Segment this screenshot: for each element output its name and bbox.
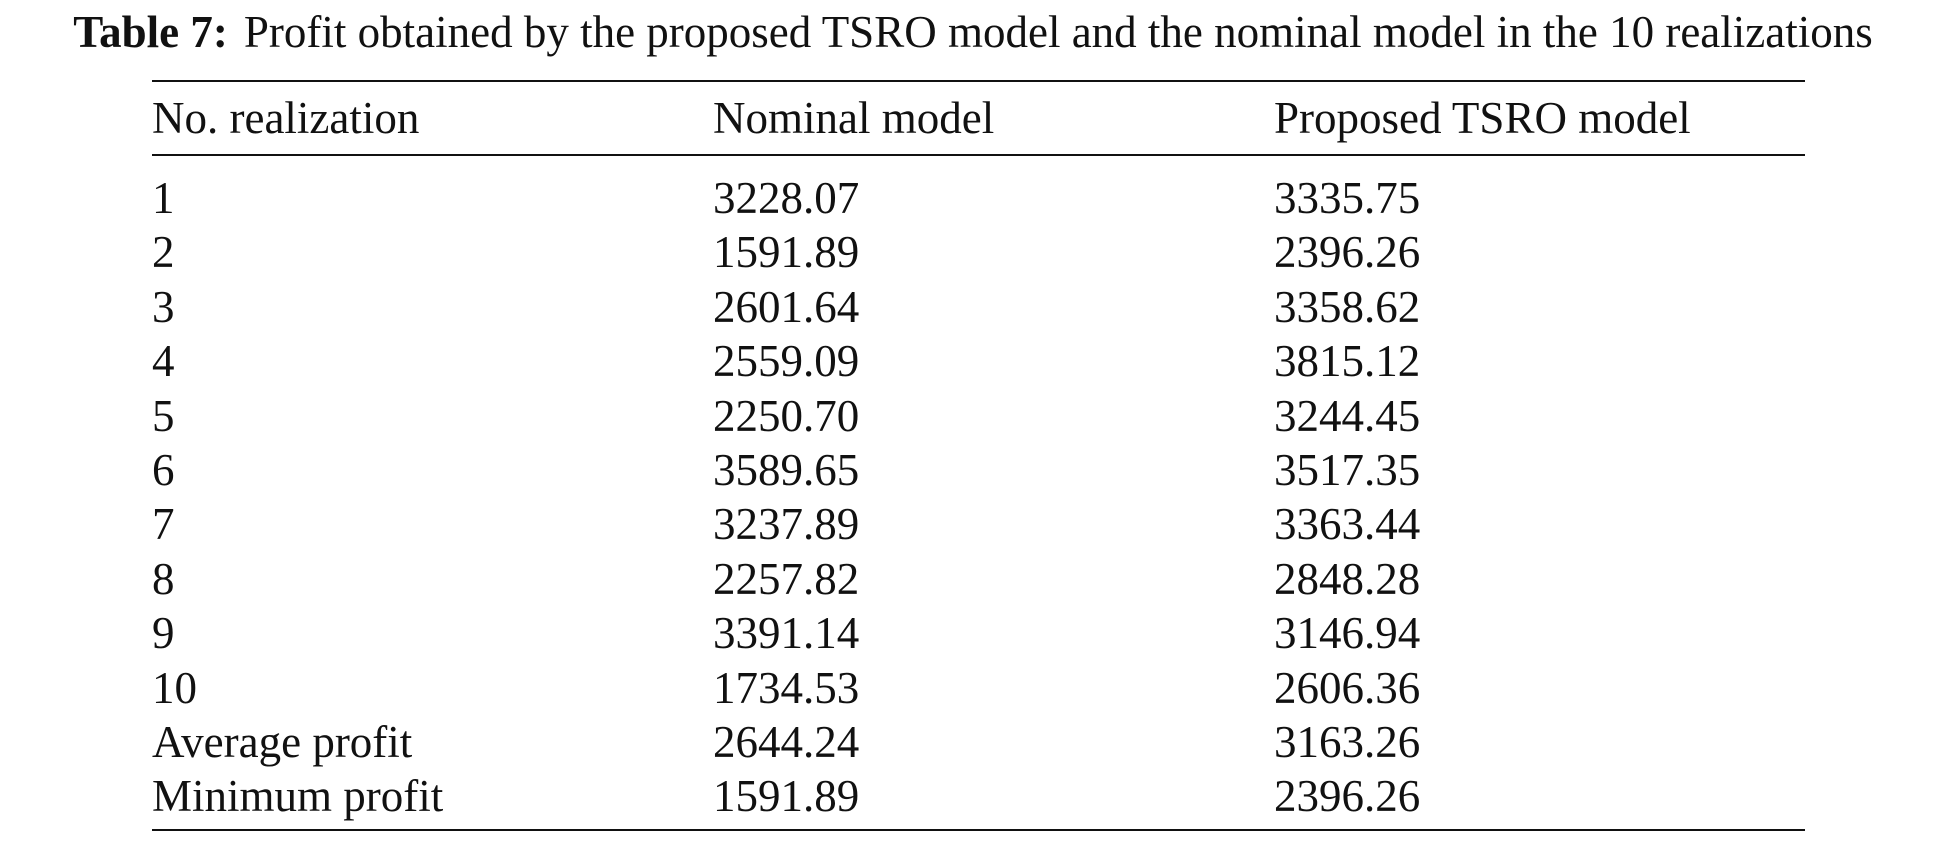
tsro-cell: 3517.35 [1274,444,1421,495]
column-header-realization: No. realization [152,93,420,143]
realization-cell: 7 [152,499,175,550]
nominal-cell: 1734.53 [713,662,860,713]
realization-cell: 3 [152,281,175,332]
header-rule [152,154,1805,156]
nominal-cell: 2559.09 [713,336,860,387]
tsro-cell: 3815.12 [1274,336,1421,387]
nominal-cell: 3391.14 [713,608,860,659]
nominal-cell: 2601.64 [713,281,860,332]
table-row-minimum: Minimum profit 1591.89 2396.26 [152,769,1805,823]
tsro-cell: 2606.36 [1274,662,1421,713]
table-row: 9 3391.14 3146.94 [152,606,1805,660]
realization-cell: 6 [152,444,175,495]
table-row: 2 1591.89 2396.26 [152,225,1805,279]
header-row: No. realization Nominal model Proposed T… [152,82,1805,154]
table-row: 6 3589.65 3517.35 [152,443,1805,497]
realization-cell: 10 [152,662,197,713]
table-row-average: Average profit 2644.24 3163.26 [152,715,1805,769]
column-header-nominal: Nominal model [713,93,995,143]
realization-cell: 9 [152,608,175,659]
bottom-rule [152,828,1805,831]
realization-cell: 4 [152,336,175,387]
table-row: 3 2601.64 3358.62 [152,280,1805,334]
table-body: 1 3228.07 3335.75 2 1591.89 2396.26 3 26… [152,156,1805,829]
nominal-cell: 3228.07 [713,173,860,223]
results-table: No. realization Nominal model Proposed T… [152,80,1805,831]
tsro-cell: 2848.28 [1274,553,1421,604]
tsro-cell: 3358.62 [1274,281,1421,332]
tsro-cell: 3244.45 [1274,390,1421,441]
table-caption: Table 7: Profit obtained by the proposed … [0,6,1946,58]
realization-cell: 5 [152,390,175,441]
realization-cell: Minimum profit [152,771,444,822]
top-rule [152,80,1805,82]
nominal-cell: 2250.70 [713,390,860,441]
realization-cell: 8 [152,553,175,604]
nominal-cell: 3237.89 [713,499,860,550]
table-row: 8 2257.82 2848.28 [152,552,1805,606]
tsro-cell: 3163.26 [1274,716,1421,767]
realization-cell: 1 [152,173,175,223]
tsro-cell: 3363.44 [1274,499,1421,550]
tsro-cell: 3335.75 [1274,173,1421,223]
nominal-cell: 2257.82 [713,553,860,604]
realization-cell: 2 [152,227,175,278]
column-header-tsro: Proposed TSRO model [1274,93,1691,143]
nominal-cell: 3589.65 [713,444,860,495]
table-row: 7 3237.89 3363.44 [152,497,1805,551]
table-row: 4 2559.09 3815.12 [152,334,1805,388]
nominal-cell: 1591.89 [713,227,860,278]
table-row: 10 1734.53 2606.36 [152,661,1805,715]
table-row: 5 2250.70 3244.45 [152,389,1805,443]
tsro-cell: 2396.26 [1274,771,1421,822]
realization-cell: Average profit [152,716,413,767]
nominal-cell: 1591.89 [713,771,860,822]
caption-text: Profit obtained by the proposed TSRO mod… [243,7,1873,57]
tsro-cell: 3146.94 [1274,608,1421,659]
caption-label: Table 7: [73,7,228,57]
tsro-cell: 2396.26 [1274,227,1421,278]
nominal-cell: 2644.24 [713,716,860,767]
table-row: 1 3228.07 3335.75 [152,171,1805,225]
